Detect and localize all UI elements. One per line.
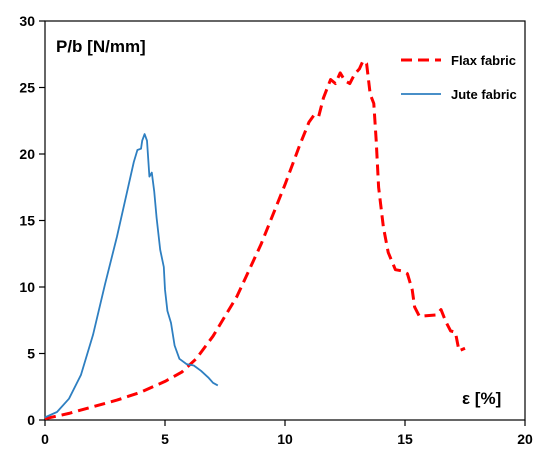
y-tick-label: 20 [19,146,35,162]
x-axis-title: ε [%] [462,389,501,408]
x-tick-label: 5 [161,431,169,447]
x-tick-label: 0 [41,431,49,447]
legend-label-jute: Jute fabric [451,87,517,102]
legend: Flax fabric Jute fabric [401,53,517,102]
series-line-flax-fabric [44,59,466,421]
series-line-jute-fabric [44,133,219,419]
series-layer [44,59,466,421]
y-tick-label: 10 [19,279,35,295]
y-tick-label: 25 [19,80,35,96]
x-tick-label: 10 [277,431,293,447]
x-tick-label: 20 [517,431,533,447]
y-axis-ticks: 0 5 10 15 20 25 30 [19,13,45,428]
y-tick-label: 0 [27,412,35,428]
y-tick-label: 30 [19,13,35,29]
legend-label-flax: Flax fabric [451,53,516,68]
x-tick-label: 15 [397,431,413,447]
x-axis-ticks: 0 5 10 15 20 [41,420,533,447]
y-tick-label: 15 [19,213,35,229]
y-tick-label: 5 [27,346,35,362]
y-axis-title: P/b [N/mm] [56,37,146,56]
